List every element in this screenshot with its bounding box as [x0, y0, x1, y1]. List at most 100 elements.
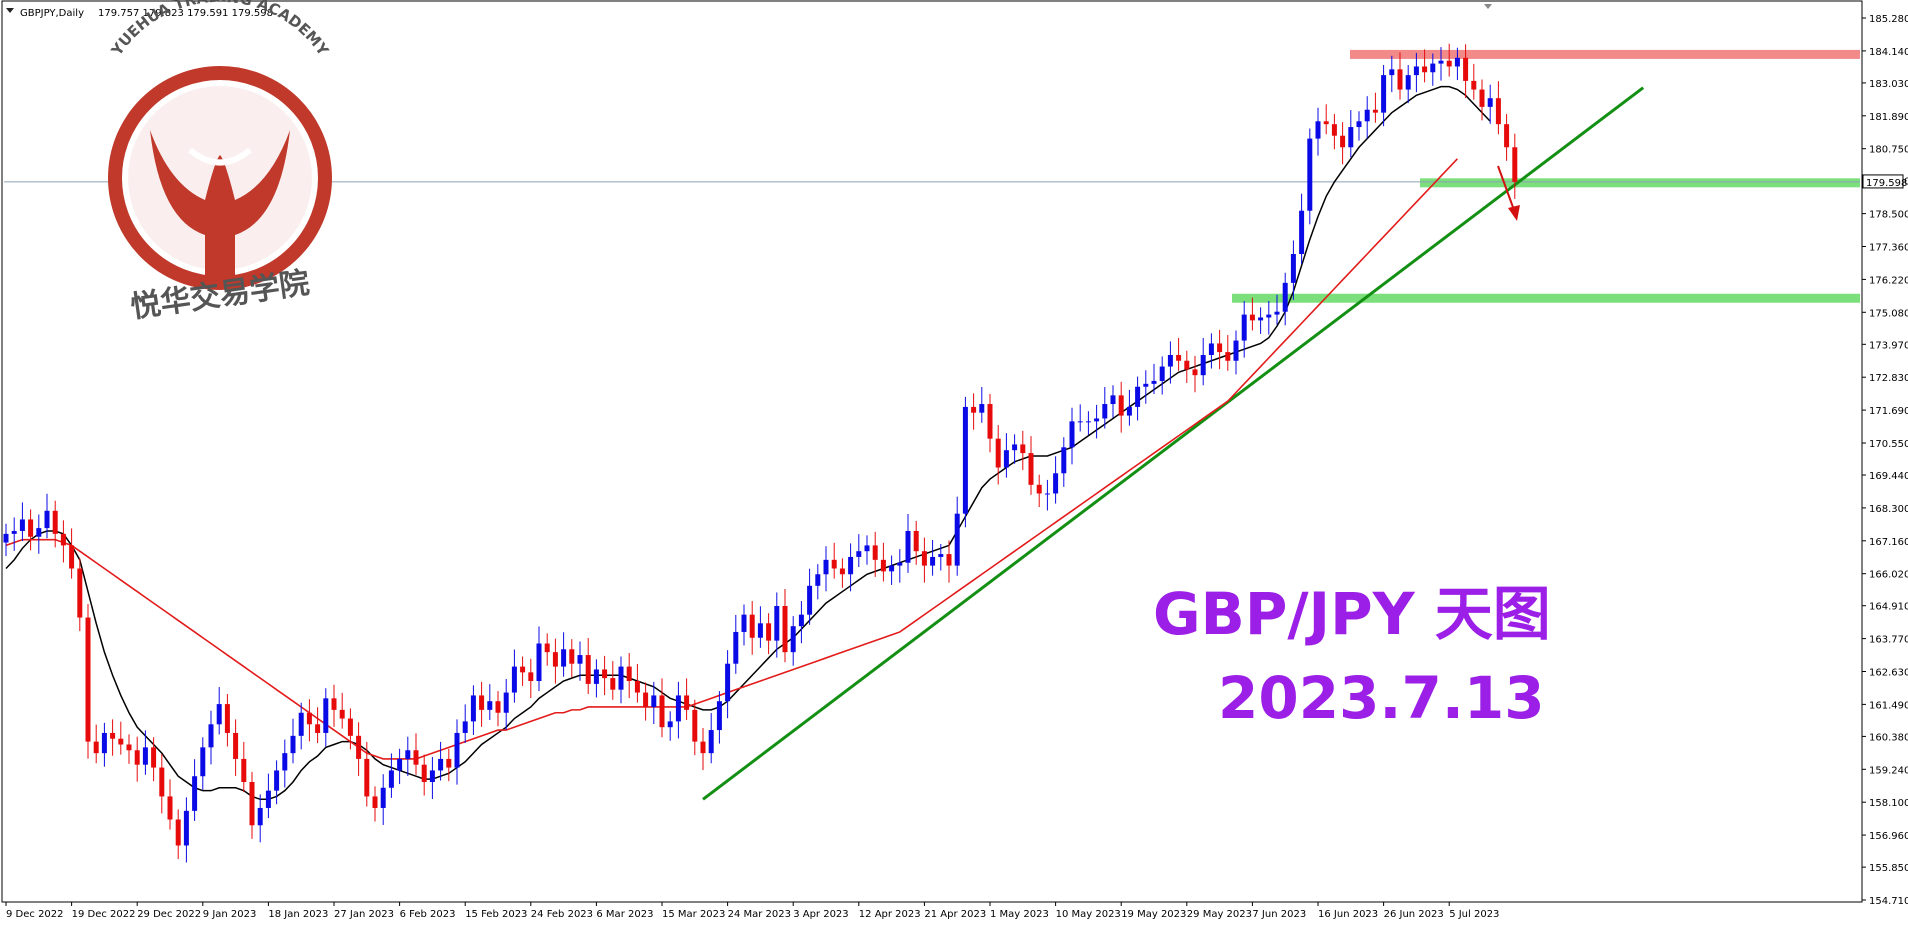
down-arrow-icon [1497, 165, 1520, 221]
candle-body [675, 695, 681, 722]
candle [897, 549, 903, 583]
candle [347, 708, 353, 750]
candle [954, 496, 960, 576]
candle-body [1323, 121, 1329, 125]
candle-body [200, 747, 206, 777]
candle [766, 613, 772, 655]
candle-body [1372, 109, 1378, 113]
date-tick-label: 18 Jan 2023 [268, 909, 328, 920]
candle [921, 537, 927, 583]
candle-body [479, 695, 485, 710]
candle [1397, 52, 1403, 100]
candle [790, 616, 796, 666]
candle-body [1020, 444, 1026, 454]
date-tick-label: 9 Jan 2023 [203, 909, 257, 920]
candle-body [938, 554, 944, 557]
candle-body [1381, 75, 1387, 113]
candle-body [1200, 354, 1206, 376]
candle [1217, 329, 1223, 370]
candle-body [1102, 404, 1108, 419]
candle-body [380, 787, 386, 808]
candle-body [741, 614, 747, 632]
candle-body [429, 770, 435, 782]
candle-body [774, 606, 780, 641]
candle [1241, 301, 1247, 358]
candle-body [782, 606, 788, 653]
candle [1184, 350, 1190, 383]
scroll-marker-icon[interactable] [1484, 4, 1492, 9]
date-tick-label: 3 Apr 2023 [793, 909, 848, 920]
candle [569, 639, 575, 678]
candle [364, 741, 370, 807]
collapse-triangle-icon[interactable] [6, 8, 14, 13]
candle-body [306, 712, 312, 725]
candle [1233, 330, 1239, 375]
candle-body [643, 692, 649, 707]
candle [372, 786, 378, 822]
candle-body [1331, 124, 1337, 136]
candle [1003, 433, 1009, 478]
price-tick-label: 172.830 [1869, 373, 1908, 384]
candle [44, 493, 50, 539]
candle [864, 535, 870, 565]
candle [1110, 385, 1116, 418]
candle [1012, 434, 1018, 464]
date-tick-label: 10 May 2023 [1056, 909, 1121, 920]
candle [643, 682, 649, 721]
candle-body [503, 692, 509, 713]
candle-body [397, 758, 403, 771]
candle-body [85, 617, 91, 742]
price-tick-label: 184.140 [1869, 47, 1908, 58]
candle [1299, 193, 1305, 265]
candle-body [77, 568, 83, 618]
candle-body [831, 559, 837, 569]
candle [1512, 133, 1518, 199]
candle [142, 730, 148, 775]
candle [1126, 389, 1132, 426]
candle [946, 540, 952, 583]
candle-body [356, 735, 362, 759]
candle-body [1225, 352, 1231, 361]
candle [1495, 81, 1501, 135]
candle [151, 737, 157, 782]
candle [1307, 128, 1313, 225]
price-tick-label: 176.220 [1869, 275, 1908, 286]
candle [749, 601, 755, 655]
candle [520, 656, 526, 686]
candle-body [520, 666, 526, 673]
candle [536, 626, 542, 692]
price-tick-label: 155.850 [1869, 863, 1908, 874]
price-tick-label: 181.890 [1869, 112, 1908, 123]
candle [1323, 104, 1329, 135]
candle [561, 632, 567, 677]
candle [1053, 456, 1059, 504]
candle [528, 658, 534, 699]
candle [487, 684, 493, 720]
candle-body [1258, 317, 1264, 321]
candle [503, 678, 509, 730]
candle-body [3, 533, 9, 543]
candle-body [634, 681, 640, 693]
candle [1430, 53, 1436, 86]
candle-body [913, 530, 919, 552]
candle [1282, 272, 1288, 326]
candle-body [1274, 311, 1280, 315]
candle-body [1233, 340, 1239, 361]
candle-body [790, 626, 796, 653]
candle-body [757, 623, 763, 638]
date-tick-label: 29 Dec 2022 [137, 909, 201, 920]
candle-body [1495, 98, 1501, 125]
candle-body [11, 530, 17, 534]
candle [757, 606, 763, 648]
candle-body [315, 724, 321, 733]
candle [552, 638, 558, 684]
price-tick-label: 154.710 [1869, 896, 1908, 907]
candle [823, 546, 829, 592]
candle [1290, 240, 1296, 300]
candle [306, 699, 312, 742]
support-zone [1420, 178, 1860, 188]
candle-body [930, 556, 936, 566]
candle-body [872, 545, 878, 560]
candle [1331, 114, 1337, 150]
candle [19, 502, 25, 542]
